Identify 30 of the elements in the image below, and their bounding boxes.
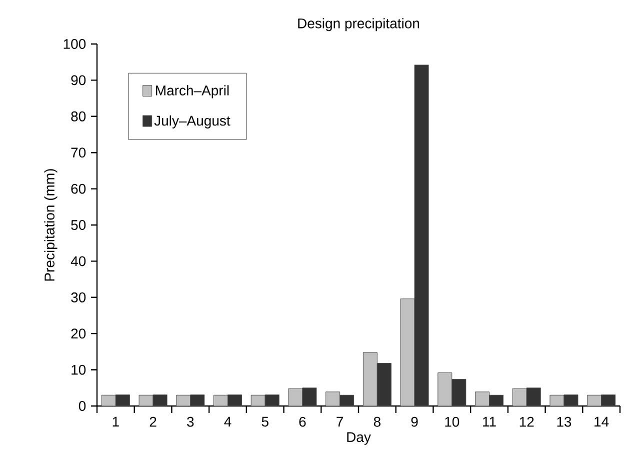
x-tick-label: 12	[520, 416, 534, 427]
x-tick-label: 3	[187, 416, 194, 427]
y-tick-label: 50	[71, 220, 86, 230]
y-tick-label: 60	[71, 184, 86, 194]
x-tick-label: 1	[112, 416, 119, 426]
y-tick-label: 40	[70, 256, 86, 266]
x-tick-label: 5	[262, 416, 268, 427]
x-tick-label: 14	[594, 416, 609, 426]
chart-title: Design precipitation	[298, 18, 420, 32]
x-tick-label: 13	[557, 416, 572, 427]
y-tick-label: 20	[71, 328, 86, 339]
legend-label: July–August	[154, 115, 230, 128]
x-tick-label: 7	[336, 416, 344, 426]
x-tick-label: 11	[483, 416, 496, 426]
y-tick-label: 80	[71, 111, 86, 122]
y-tick-label: 70	[71, 148, 86, 158]
y-tick-label: 0	[78, 401, 86, 411]
x-tick-label: 8	[374, 416, 380, 427]
y-tick-label: 100	[64, 39, 86, 49]
y-tick-label: 10	[72, 364, 86, 375]
x-tick-label: 10	[445, 416, 460, 427]
x-tick-label: 6	[299, 416, 306, 427]
y-tick-label: 90	[71, 75, 86, 86]
x-tick-label: 2	[150, 416, 156, 427]
y-tick-label: 30	[71, 292, 86, 302]
y-axis-title: Precipitation (mm)	[44, 169, 58, 281]
legend-label: March–April	[156, 85, 229, 98]
x-tick-label: 9	[411, 416, 418, 427]
x-axis-title: Day	[347, 432, 371, 445]
x-tick-label: 4	[224, 416, 232, 426]
